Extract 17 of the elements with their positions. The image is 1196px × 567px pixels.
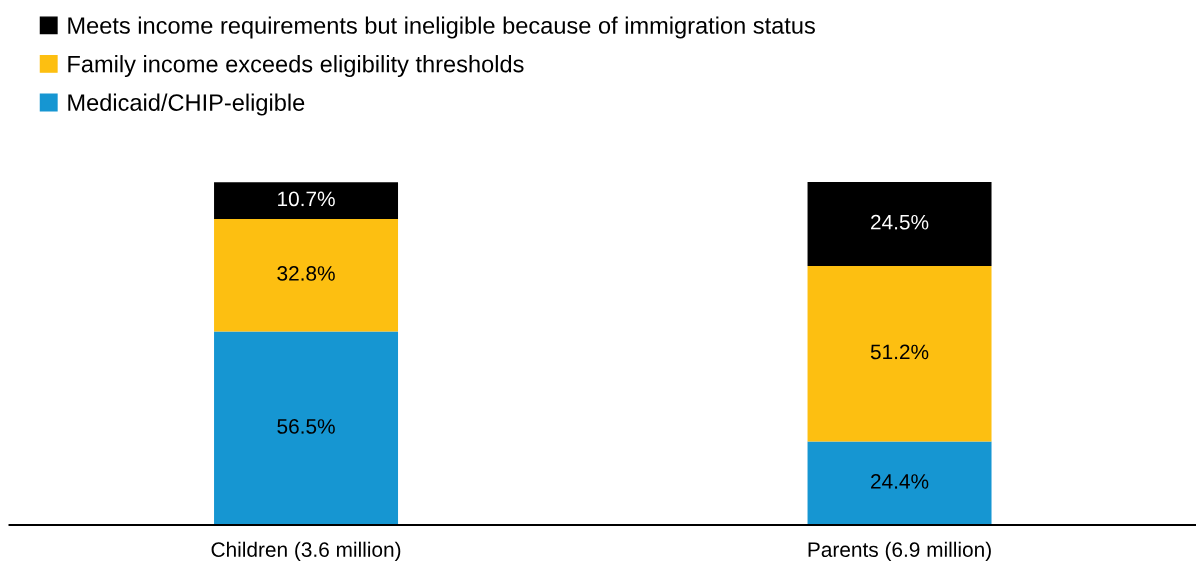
bar [807,441,992,526]
x-tick-label: Parents (6.9 million) [808,541,991,562]
data-label: 10.7% [278,191,335,207]
legend-label: Family income exceeds eligibility thresholds [68,55,524,78]
bar [214,219,399,332]
data-label: 51.2% [870,344,929,360]
legend-label: Medicaid/CHIP-eligible [68,93,305,116]
data-label: 56.5% [277,419,335,434]
x-tick-label: Children (3.6 million) [211,541,401,562]
data-label: 32.8% [277,266,335,281]
data-label: 24.4% [871,474,929,489]
legend-label: Meets income requirements but ineligible because of immigration status [68,16,815,39]
data-label: 24.5% [871,214,929,230]
bar [214,331,399,526]
bar [807,265,992,442]
bar [214,182,399,220]
bar [807,182,992,266]
